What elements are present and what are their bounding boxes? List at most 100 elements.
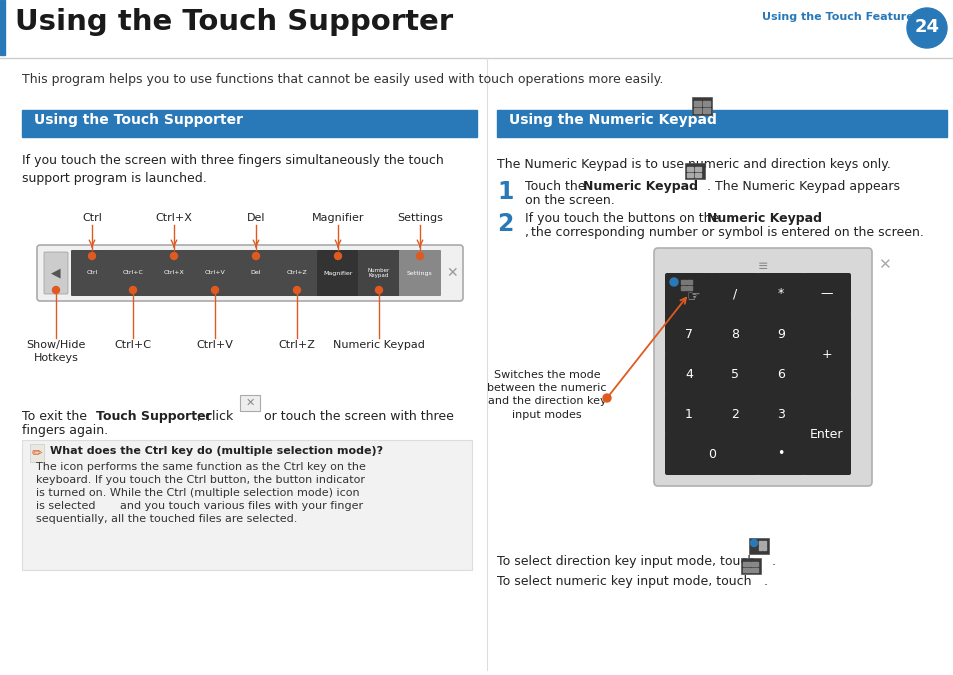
- FancyBboxPatch shape: [664, 393, 712, 435]
- Text: Settings: Settings: [396, 213, 442, 223]
- Circle shape: [52, 286, 59, 294]
- Bar: [0, 0, 5, 55]
- Text: Del: Del: [247, 213, 265, 223]
- Text: Ctrl+V: Ctrl+V: [204, 271, 225, 275]
- FancyBboxPatch shape: [757, 433, 804, 475]
- Circle shape: [375, 286, 382, 294]
- Text: Settings: Settings: [407, 271, 433, 275]
- Text: or touch the screen with three: or touch the screen with three: [264, 410, 454, 423]
- Bar: [750, 568, 758, 572]
- Text: 1: 1: [684, 408, 692, 421]
- FancyBboxPatch shape: [710, 353, 759, 395]
- Text: Ctrl+X: Ctrl+X: [155, 213, 193, 223]
- Text: Magnifier: Magnifier: [312, 213, 364, 223]
- Circle shape: [89, 252, 95, 259]
- Text: ,: ,: [524, 226, 529, 239]
- Text: .: .: [763, 575, 767, 588]
- Text: Number
Keypad: Number Keypad: [368, 267, 390, 278]
- FancyBboxPatch shape: [234, 250, 276, 296]
- Text: If you touch the screen with three fingers simultaneously the touch
support prog: If you touch the screen with three finge…: [22, 154, 443, 185]
- Text: Ctrl+C: Ctrl+C: [114, 340, 152, 350]
- Text: Using the Touch Supporter: Using the Touch Supporter: [34, 113, 243, 127]
- Text: /: /: [732, 288, 737, 300]
- Bar: [686, 280, 691, 284]
- Circle shape: [212, 286, 218, 294]
- FancyBboxPatch shape: [44, 252, 68, 294]
- Text: Using the Touch Feature: Using the Touch Feature: [761, 12, 913, 22]
- Text: Ctrl+C: Ctrl+C: [122, 271, 143, 275]
- Text: ✏: ✏: [31, 448, 42, 460]
- Text: Switches the mode
between the numeric
and the direction key
input modes: Switches the mode between the numeric an…: [487, 370, 606, 420]
- Text: 2: 2: [730, 408, 739, 421]
- Text: 24: 24: [914, 18, 939, 36]
- Text: , click: , click: [196, 410, 233, 423]
- FancyBboxPatch shape: [664, 273, 712, 315]
- Text: •: •: [777, 448, 784, 460]
- FancyBboxPatch shape: [193, 250, 235, 296]
- FancyBboxPatch shape: [710, 313, 759, 355]
- Text: Enter: Enter: [809, 427, 842, 441]
- Bar: [702, 108, 709, 113]
- Text: Ctrl+Z: Ctrl+Z: [278, 340, 315, 350]
- FancyBboxPatch shape: [757, 313, 804, 355]
- Text: 5: 5: [730, 367, 739, 381]
- FancyBboxPatch shape: [664, 313, 712, 355]
- Text: ≡: ≡: [757, 260, 767, 273]
- Text: Using the Touch Supporter: Using the Touch Supporter: [15, 8, 453, 36]
- Text: To select direction key input mode, touch: To select direction key input mode, touc…: [497, 555, 755, 568]
- FancyBboxPatch shape: [398, 250, 440, 296]
- Bar: [759, 546, 761, 550]
- Text: Ctrl+V: Ctrl+V: [196, 340, 233, 350]
- Bar: [759, 541, 761, 545]
- Text: The Numeric Keypad is to use numeric and direction keys only.: The Numeric Keypad is to use numeric and…: [497, 158, 890, 171]
- Circle shape: [750, 539, 757, 547]
- Bar: [693, 101, 700, 106]
- Circle shape: [335, 252, 341, 259]
- Bar: [686, 286, 691, 290]
- Text: . The Numeric Keypad appears: . The Numeric Keypad appears: [706, 180, 899, 193]
- Bar: [762, 541, 765, 545]
- Circle shape: [171, 252, 177, 259]
- Text: The icon performs the same function as the Ctrl key on the: The icon performs the same function as t…: [36, 462, 366, 472]
- Bar: [748, 538, 768, 554]
- Text: ☞: ☞: [685, 290, 700, 304]
- Bar: [762, 546, 765, 550]
- Text: keyboard. If you touch the Ctrl button, the button indicator: keyboard. If you touch the Ctrl button, …: [36, 475, 365, 485]
- Bar: [680, 280, 685, 284]
- FancyBboxPatch shape: [112, 250, 153, 296]
- FancyBboxPatch shape: [357, 250, 399, 296]
- Bar: [240, 395, 260, 411]
- Text: Numeric Keypad: Numeric Keypad: [706, 212, 821, 225]
- Bar: [30, 444, 44, 462]
- Text: 9: 9: [777, 327, 784, 340]
- Bar: [695, 167, 700, 171]
- Text: Magnifier: Magnifier: [323, 271, 353, 275]
- Text: 7: 7: [684, 327, 692, 340]
- Text: ✕: ✕: [446, 266, 457, 280]
- Text: What does the Ctrl key do (multiple selection mode)?: What does the Ctrl key do (multiple sele…: [50, 446, 383, 456]
- Text: the corresponding number or symbol is entered on the screen.: the corresponding number or symbol is en…: [531, 226, 923, 239]
- Text: ✕: ✕: [245, 398, 254, 408]
- Text: 2: 2: [497, 212, 513, 236]
- Text: 3: 3: [777, 408, 784, 421]
- FancyBboxPatch shape: [37, 245, 462, 301]
- Bar: [497, 110, 946, 137]
- Text: +: +: [821, 348, 831, 360]
- Bar: [742, 568, 749, 572]
- FancyBboxPatch shape: [710, 273, 759, 315]
- Text: Ctrl: Ctrl: [82, 213, 102, 223]
- Text: Touch the: Touch the: [524, 180, 589, 193]
- FancyBboxPatch shape: [654, 248, 871, 486]
- Bar: [680, 286, 685, 290]
- Text: This program helps you to use functions that cannot be easily used with touch op: This program helps you to use functions …: [22, 73, 662, 86]
- Text: Using the Numeric Keypad: Using the Numeric Keypad: [509, 113, 716, 127]
- Bar: [740, 558, 760, 574]
- Text: on the screen.: on the screen.: [524, 194, 614, 207]
- FancyBboxPatch shape: [664, 433, 759, 475]
- Text: Touch Supporter: Touch Supporter: [96, 410, 212, 423]
- Text: Numeric Keypad: Numeric Keypad: [333, 340, 424, 350]
- Bar: [702, 101, 709, 106]
- Text: ◀: ◀: [51, 267, 61, 279]
- FancyBboxPatch shape: [316, 250, 358, 296]
- Text: .: .: [771, 555, 775, 568]
